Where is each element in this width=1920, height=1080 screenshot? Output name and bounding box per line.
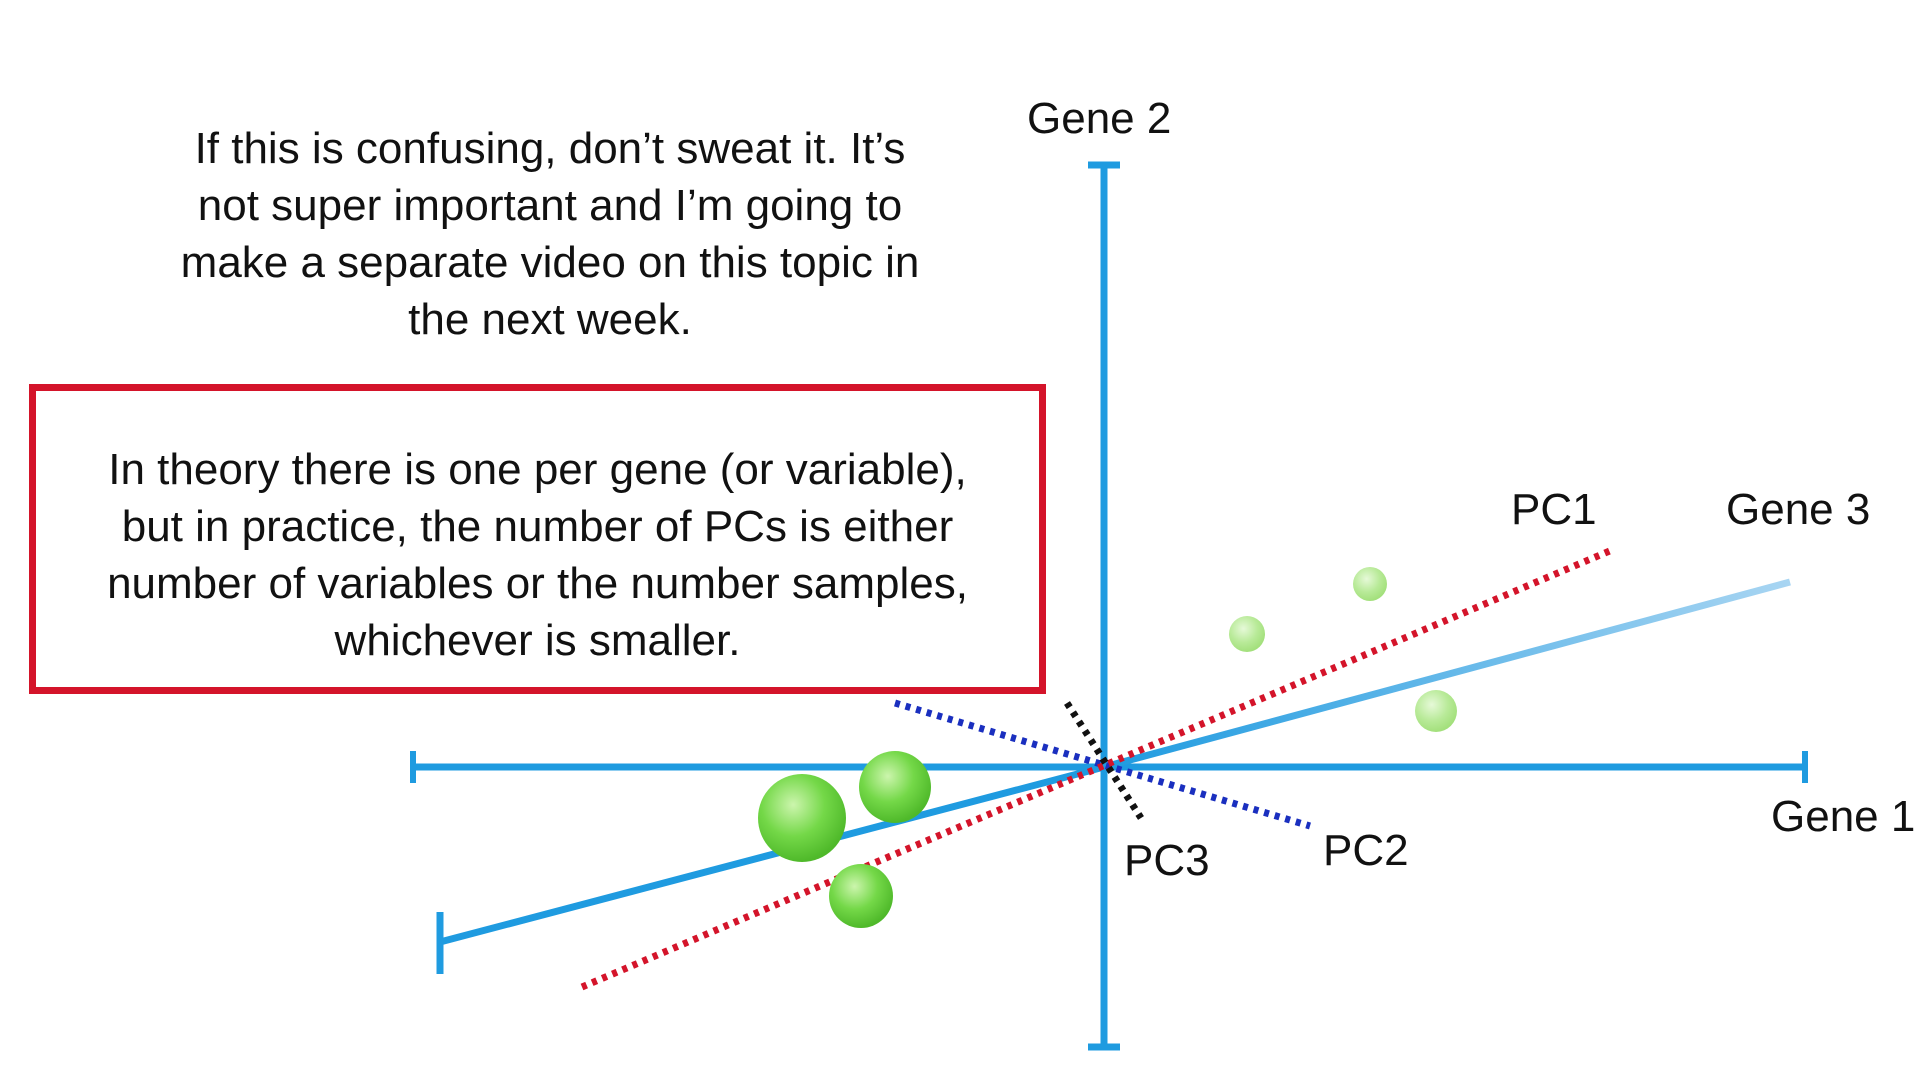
note-line: make a separate video on this topic in <box>180 238 920 287</box>
gene2-label: Gene 2 <box>1027 94 1172 143</box>
sample-point <box>829 864 893 928</box>
sample-point <box>1353 567 1387 601</box>
callout-line: In theory there is one per gene (or vari… <box>108 445 967 494</box>
pc3-label: PC3 <box>1124 836 1210 885</box>
note-line: If this is confusing, don’t sweat it. It… <box>194 124 906 173</box>
callout-line: number of variables or the number sample… <box>107 559 968 608</box>
gene1-label: Gene 1 <box>1771 792 1916 841</box>
pc2-label: PC2 <box>1323 826 1409 875</box>
pc3-line <box>1064 701 1144 820</box>
explanation-note: If this is confusing, don’t sweat it. It… <box>110 120 990 348</box>
gene3-label: Gene 3 <box>1726 485 1871 534</box>
sample-point <box>859 751 931 823</box>
callout-line: but in practice, the number of PCs is ei… <box>121 502 954 551</box>
sample-point <box>1415 690 1457 732</box>
sample-points <box>758 567 1457 928</box>
pc1-label: PC1 <box>1511 485 1597 534</box>
gene2-axis <box>1088 161 1120 1051</box>
callout-line: whichever is smaller. <box>334 616 741 665</box>
sample-point <box>758 774 846 862</box>
callout-box: In theory there is one per gene (or vari… <box>29 384 1046 694</box>
note-line: not super important and I’m going to <box>197 181 903 230</box>
note-line: the next week. <box>408 295 692 344</box>
gene3-axis <box>436 578 1791 974</box>
sample-point <box>1229 616 1265 652</box>
